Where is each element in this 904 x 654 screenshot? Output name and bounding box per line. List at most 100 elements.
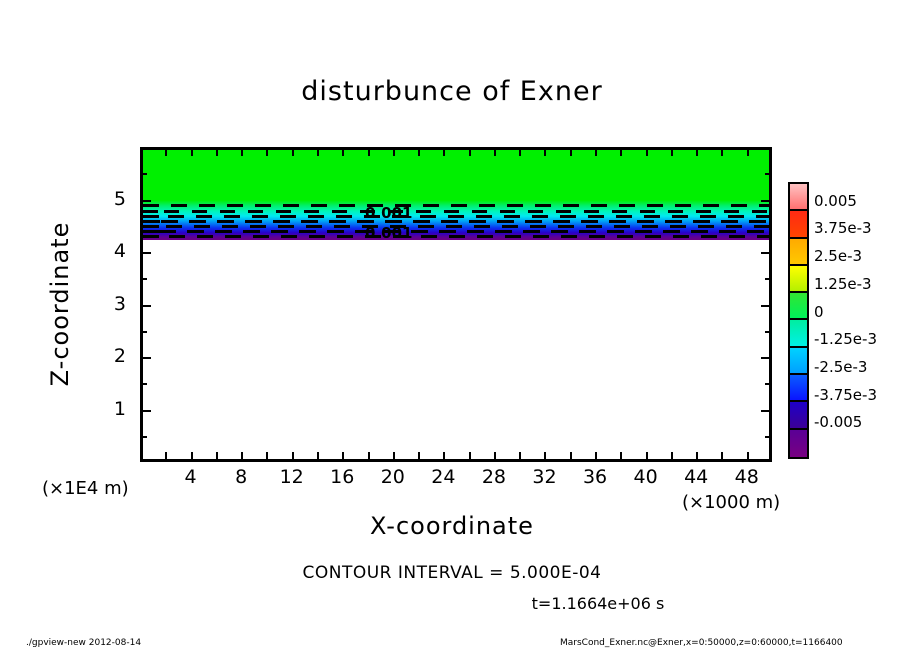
colorbar-band <box>790 402 807 430</box>
colorbar-band <box>790 293 807 321</box>
y-axis-tick-right <box>761 357 772 359</box>
field-region-nodata <box>143 240 769 459</box>
colorbar-ticklabel: 3.75e-3 <box>814 219 872 238</box>
x-axis-tick-top <box>367 147 370 156</box>
y-axis-tick <box>140 199 151 202</box>
x-axis-tick <box>721 452 724 461</box>
colorbar-band <box>790 184 807 212</box>
x-axis-tick <box>595 452 598 461</box>
x-axis-tick-top <box>696 147 699 156</box>
y-axis-ticklabel: 2 <box>113 345 126 367</box>
time-annotation-text: t=1.1664e+06 s <box>531 594 665 613</box>
x-axis-tick-top <box>215 147 218 156</box>
x-axis-tick-top <box>443 147 446 156</box>
plot-frame: 0.001 0.001 <box>140 147 772 462</box>
y-axis-tick-right <box>761 304 772 307</box>
x-axis-ticklabel: 8 <box>235 466 248 488</box>
colorbar-ticklabel: -1.25e-3 <box>814 330 877 349</box>
y-axis-ticklabel: 4 <box>113 240 126 262</box>
x-axis-ticklabel: 48 <box>734 466 759 488</box>
y-axis-tick <box>140 304 151 307</box>
x-axis-ticklabel: 32 <box>532 466 557 488</box>
colorbar <box>788 182 809 459</box>
colorbar-band <box>790 429 807 457</box>
x-axis-tick-top <box>418 147 421 156</box>
colorbar-ticklabel: 2.5e-3 <box>814 247 863 266</box>
y-axis-tick <box>140 225 147 228</box>
y-axis-tick <box>140 435 147 438</box>
x-axis-ticklabel: 12 <box>279 466 304 488</box>
x-axis-ticklabel: 16 <box>330 466 355 488</box>
x-axis-tick <box>342 452 345 461</box>
colorbar-ticklabel: -3.75e-3 <box>814 385 877 404</box>
x-axis-tick-top <box>392 147 395 156</box>
colorbar-band <box>790 211 807 239</box>
x-axis-tick-top <box>595 147 598 156</box>
y-axis-tick <box>140 409 151 412</box>
colorbar-band <box>790 265 807 294</box>
x-axis-tick-top <box>620 147 623 156</box>
x-axis-tick <box>291 452 294 461</box>
colorbar-band <box>790 238 807 266</box>
x-axis-tick-top <box>645 147 648 156</box>
x-axis-tick <box>493 452 496 461</box>
colorbar-band <box>790 320 807 348</box>
y-axis-tick-right <box>765 278 772 281</box>
x-axis-tick <box>190 452 193 461</box>
footer-command: ./gpview-new 2012-08-14 <box>26 638 142 648</box>
x-axis-ticklabel: 40 <box>633 466 658 488</box>
y-axis-tick-right <box>765 435 772 438</box>
x-axis-tick <box>569 452 572 461</box>
x-axis-ticklabel: 28 <box>481 466 506 488</box>
y-axis-title: Z-coordinate <box>46 221 74 387</box>
x-axis-tick-top <box>266 147 269 156</box>
x-axis-tick <box>443 452 446 461</box>
x-axis-tick-top <box>569 147 572 156</box>
x-axis-ticklabel: 20 <box>380 466 405 488</box>
colorbar-ticklabel: -2.5e-3 <box>814 357 868 376</box>
colorbar-ticklabel: -0.005 <box>814 413 863 432</box>
y-axis-tick-right <box>761 199 772 202</box>
x-axis-tick-top <box>519 147 522 156</box>
plot-canvas: 0.001 0.001 <box>143 150 769 459</box>
x-axis-tick-top <box>316 147 319 156</box>
y-axis-tick <box>140 383 147 386</box>
y-axis-tick <box>140 330 147 333</box>
x-axis-tick <box>696 452 699 461</box>
x-axis-tick <box>165 452 168 461</box>
colorbar-ticklabel: 0.005 <box>814 191 857 210</box>
y-axis-tick-right <box>765 330 772 333</box>
y-axis-tick-right <box>765 225 772 228</box>
x-axis-tick-top <box>342 147 345 156</box>
x-axis-tick <box>418 452 421 461</box>
x-axis-tick-top <box>544 147 547 156</box>
y-axis-tick <box>140 357 151 359</box>
contour-label-lower: 0.001 <box>365 224 413 242</box>
y-axis-tick-right <box>761 409 772 412</box>
y-axis-tick <box>140 252 151 254</box>
colorbar-band <box>790 375 807 403</box>
x-axis-tick <box>519 452 522 461</box>
x-axis-tick-top <box>291 147 294 156</box>
x-axis-tick-top <box>721 147 724 156</box>
contour-label-upper: 0.001 <box>365 204 413 222</box>
x-axis-tick <box>746 452 749 461</box>
x-axis-unit-right: (×1000 m) <box>682 492 781 513</box>
y-axis-tick <box>140 278 147 281</box>
x-axis-unit-left: (×1E4 m) <box>42 478 129 499</box>
y-axis-tick-right <box>765 173 772 176</box>
x-axis-tick-top <box>746 147 749 156</box>
x-axis-tick <box>392 452 395 461</box>
x-axis-tick-top <box>190 147 193 156</box>
colorbar-band <box>790 347 807 376</box>
page-title: disturbunce of Exner <box>301 76 603 107</box>
x-axis-tick <box>645 452 648 461</box>
contour-interval-note: CONTOUR INTERVAL = 5.000E-04 <box>302 563 602 583</box>
x-axis-tick <box>266 452 269 461</box>
y-axis-ticklabel: 5 <box>113 187 126 210</box>
colorbar-ticklabel: 1.25e-3 <box>814 274 872 293</box>
x-axis-tick <box>670 452 673 461</box>
x-axis-tick <box>468 452 471 461</box>
field-region-uniform <box>143 150 769 203</box>
x-axis-tick <box>241 452 244 461</box>
